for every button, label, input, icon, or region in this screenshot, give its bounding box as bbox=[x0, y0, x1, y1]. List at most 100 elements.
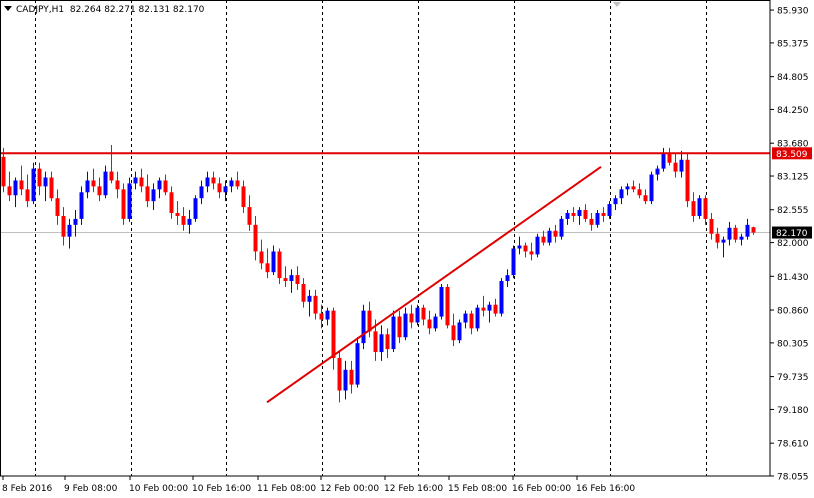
bear-candle bbox=[583, 210, 588, 219]
bear-candle bbox=[529, 251, 534, 255]
bull-candle bbox=[13, 180, 18, 196]
bull-candle bbox=[31, 168, 36, 202]
bear-candle bbox=[319, 313, 324, 320]
price-tick-label: 78.610 bbox=[777, 440, 809, 450]
bear-candle bbox=[169, 192, 174, 214]
time-tick-label: 10 Feb 16:00 bbox=[192, 484, 251, 494]
time-tick-label: 12 Feb 00:00 bbox=[320, 484, 379, 494]
bear-candle bbox=[493, 304, 498, 314]
bear-candle bbox=[115, 180, 120, 190]
bear-candle bbox=[265, 263, 270, 273]
bear-candle bbox=[19, 180, 24, 190]
bull-candle bbox=[625, 186, 630, 190]
price-tick-label: 79.180 bbox=[777, 406, 809, 416]
bull-candle bbox=[403, 313, 408, 338]
bull-candle bbox=[499, 281, 504, 314]
price-tick-label: 84.250 bbox=[777, 106, 809, 116]
bear-candle bbox=[349, 369, 354, 385]
grid bbox=[35, 0, 707, 476]
bull-candle bbox=[745, 224, 750, 237]
bear-candle bbox=[685, 159, 690, 202]
bull-candle bbox=[595, 213, 600, 225]
bear-candle bbox=[373, 331, 378, 353]
bear-candle bbox=[181, 215, 186, 225]
bull-candle bbox=[157, 180, 162, 190]
bear-candle bbox=[259, 251, 264, 264]
bull-candle bbox=[679, 159, 684, 172]
candles bbox=[1, 144, 756, 403]
bull-candle bbox=[433, 316, 438, 329]
bear-candle bbox=[571, 213, 576, 216]
bull-candle bbox=[439, 286, 444, 317]
dropdown-triangle-icon bbox=[4, 6, 12, 11]
bull-candle bbox=[151, 189, 156, 202]
bull-candle bbox=[193, 198, 198, 219]
bear-candle bbox=[37, 168, 42, 187]
bull-candle bbox=[661, 153, 666, 169]
time-tick-label: 12 Feb 16:00 bbox=[384, 484, 443, 494]
price-tick-label: 84.805 bbox=[777, 73, 809, 83]
price-tick-label: 80.305 bbox=[777, 339, 809, 349]
bear-candle bbox=[175, 213, 180, 216]
bear-candle bbox=[631, 186, 636, 190]
chart-shift-marker[interactable] bbox=[613, 2, 621, 7]
price-tick-label: 83.125 bbox=[777, 173, 809, 183]
resistance-price-label-bg bbox=[772, 147, 812, 160]
bull-candle bbox=[73, 218, 78, 225]
bear-candle bbox=[253, 224, 258, 252]
bull-candle bbox=[619, 189, 624, 199]
bull-candle bbox=[271, 251, 276, 273]
price-tick-label: 82.555 bbox=[777, 206, 809, 216]
bull-candle bbox=[577, 210, 582, 216]
bull-candle bbox=[547, 230, 552, 243]
bear-candle bbox=[241, 186, 246, 208]
time-tick-label: 8 Feb 2016 bbox=[2, 484, 53, 494]
bear-candle bbox=[541, 236, 546, 243]
bull-candle bbox=[391, 316, 396, 350]
bull-candle bbox=[613, 198, 618, 205]
price-tick-label: 83.680 bbox=[777, 140, 809, 150]
bear-candle bbox=[145, 186, 150, 202]
time-tick-label: 16 Feb 00:00 bbox=[512, 484, 571, 494]
bear-candle bbox=[553, 230, 558, 237]
price-tick-label: 85.930 bbox=[777, 7, 809, 17]
time-tick-label: 10 Feb 00:00 bbox=[129, 484, 188, 494]
bear-candle bbox=[691, 201, 696, 216]
bull-candle bbox=[727, 227, 732, 240]
bear-candle bbox=[283, 278, 288, 282]
bull-candle bbox=[361, 310, 366, 344]
bear-candle bbox=[703, 198, 708, 219]
bear-candle bbox=[715, 233, 720, 243]
bear-candle bbox=[481, 307, 486, 311]
bear-candle bbox=[637, 189, 642, 196]
bull-candle bbox=[187, 218, 192, 225]
bear-candle bbox=[523, 245, 528, 252]
price-tick-label: 79.735 bbox=[777, 373, 809, 383]
symbol-ohlc-label: CADJPY,H1 82.264 82.271 82.131 82.170 bbox=[4, 5, 204, 15]
bear-candle bbox=[751, 227, 756, 233]
bear-candle bbox=[643, 195, 648, 202]
bear-candle bbox=[397, 316, 402, 338]
bull-candle bbox=[505, 275, 510, 282]
bull-candle bbox=[415, 307, 420, 323]
bull-candle bbox=[229, 180, 234, 187]
bull-candle bbox=[205, 177, 210, 187]
bear-candle bbox=[667, 153, 672, 163]
trendline[interactable] bbox=[266, 166, 602, 404]
bear-candle bbox=[709, 218, 714, 234]
bull-candle bbox=[343, 369, 348, 391]
bull-candle bbox=[379, 334, 384, 353]
bear-candle bbox=[451, 325, 456, 341]
bull-candle bbox=[607, 204, 612, 216]
bear-candle bbox=[91, 180, 96, 187]
bull-candle bbox=[199, 186, 204, 199]
current-price-label-bg bbox=[772, 226, 812, 239]
bear-candle bbox=[295, 275, 300, 285]
bear-candle bbox=[49, 177, 54, 199]
bear-candle bbox=[313, 295, 318, 314]
bull-candle bbox=[535, 236, 540, 255]
bull-candle bbox=[511, 248, 516, 276]
